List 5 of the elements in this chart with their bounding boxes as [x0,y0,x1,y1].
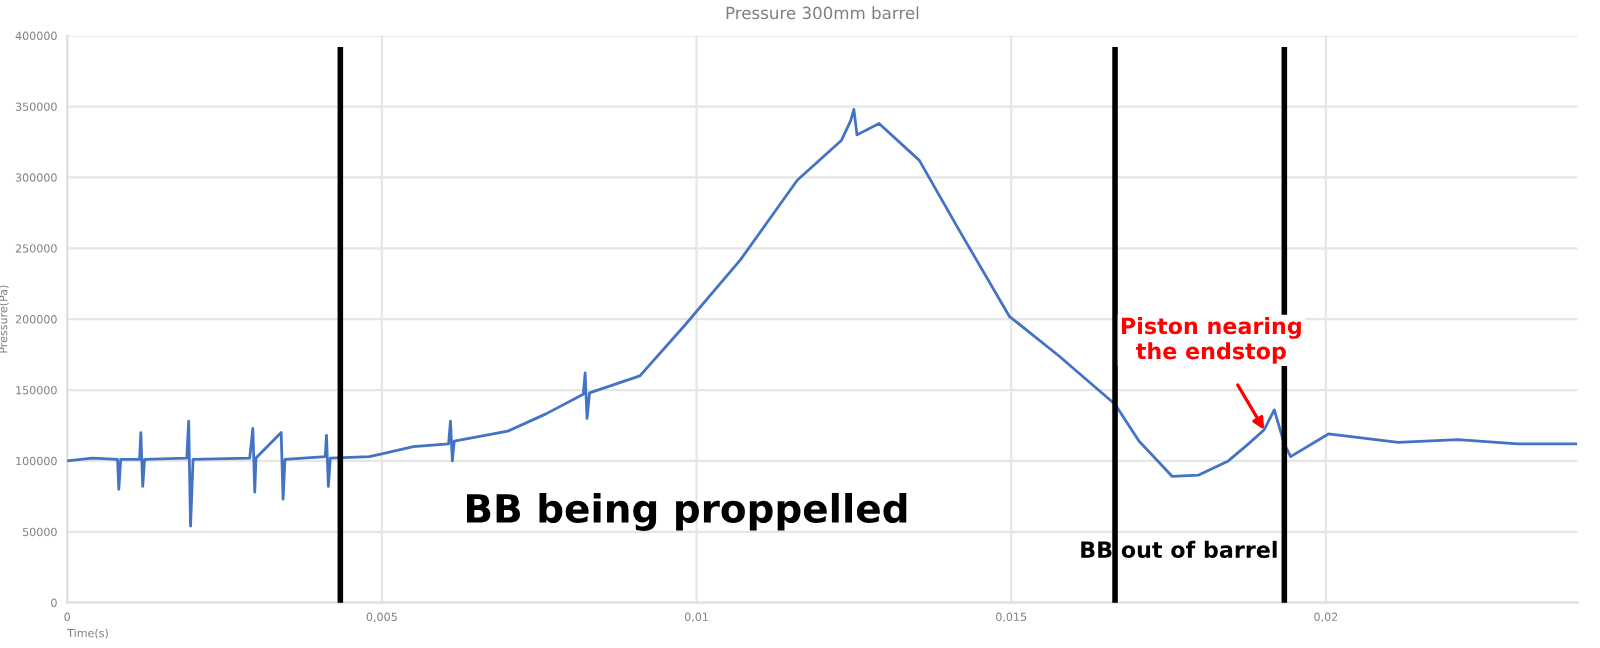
line-series [67,107,1578,528]
annotation: Piston nearing the endstop [1121,317,1301,364]
annotation: BB being proppelled [467,492,907,531]
annotation: BB out of barrel [1081,540,1277,559]
chart-title: Pressure 300mm barrel [726,6,919,20]
